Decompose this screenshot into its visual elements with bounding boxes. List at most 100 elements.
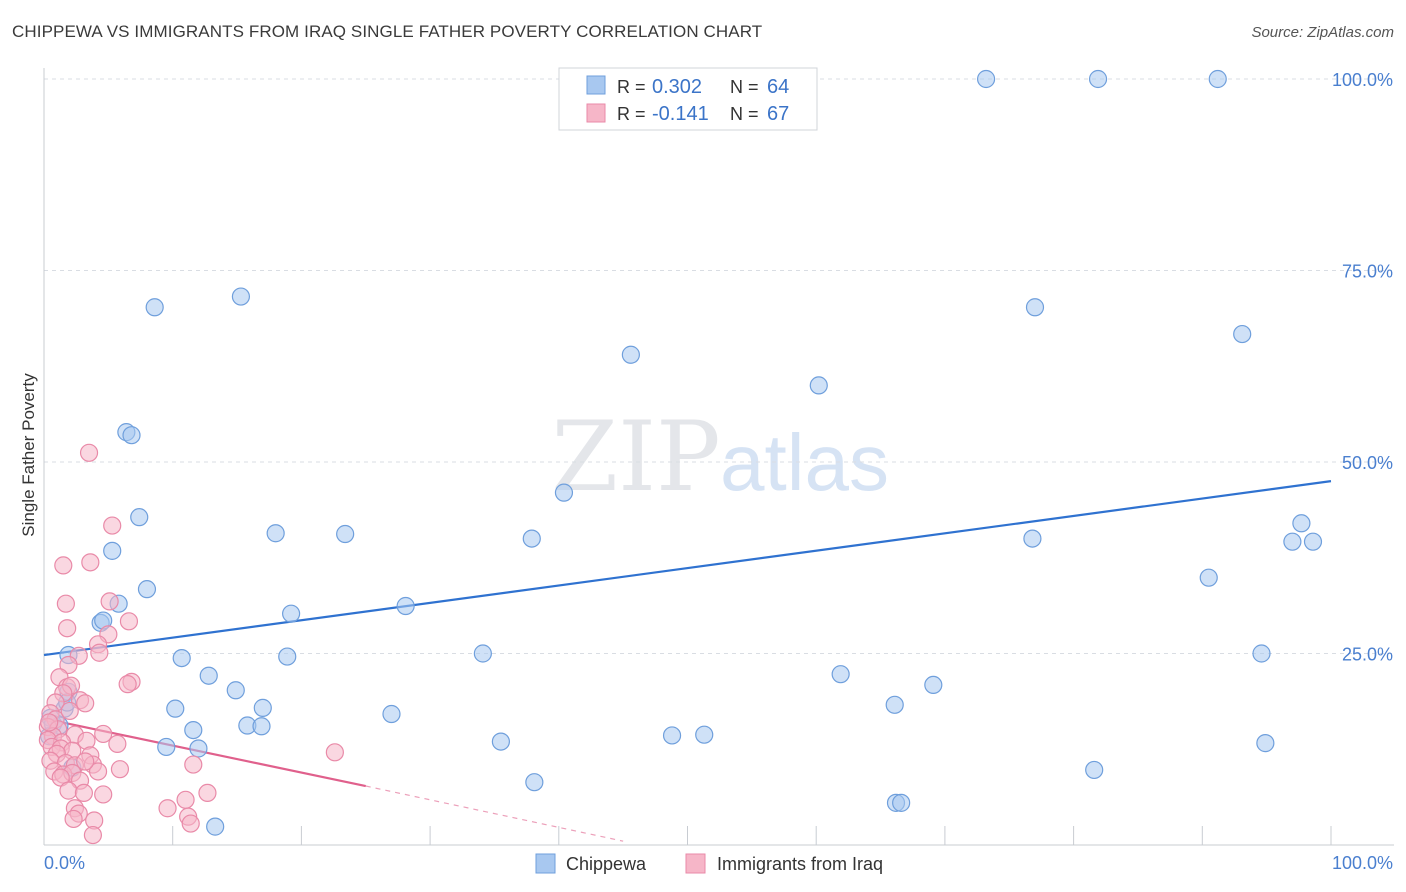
chippewa-point-57	[1088, 69, 1108, 89]
watermark-zip: ZIP	[551, 401, 720, 513]
iraq-point-53	[64, 809, 83, 829]
iraq-point-62	[325, 743, 344, 762]
iraq-point-0	[79, 443, 99, 462]
iraq-point-10	[90, 643, 109, 662]
chippewa-point-26	[184, 720, 203, 740]
iraq-point-44	[88, 762, 108, 781]
iraq-point-50	[94, 785, 113, 804]
iraq-point-65	[60, 701, 79, 721]
chippewa-point-51	[1085, 760, 1104, 780]
chippewa-point-31	[336, 524, 355, 544]
chippewa-point-22	[226, 681, 245, 700]
legend-r-label-1: R =	[617, 77, 646, 97]
y-tick-label-1: 50.0%	[1342, 453, 1393, 473]
chippewa-point-39	[621, 345, 640, 364]
iraq-point-31	[108, 734, 127, 753]
chippewa-trend-line	[43, 480, 1332, 657]
iraq-point-56	[184, 755, 203, 774]
legend-n-value-1: 64	[767, 76, 789, 98]
iraq-point-60	[181, 814, 200, 833]
legend-n-value-2: 67	[767, 103, 789, 125]
iraq-point-7	[119, 612, 139, 631]
bottom-swatch-chippewa	[535, 853, 556, 874]
chippewa-point-35	[382, 704, 401, 724]
chippewa-point-45	[831, 665, 850, 684]
chippewa-point-30	[266, 524, 285, 543]
iraq-point-66	[40, 713, 59, 732]
legend-swatch-chippewa	[586, 75, 606, 95]
chippewa-point-11	[172, 648, 191, 668]
chippewa-point-42	[662, 726, 682, 745]
chippewa-point-47	[924, 675, 943, 695]
x-tick-label-max: 100.0%	[1332, 853, 1393, 873]
legend-n-label-1: N =	[730, 77, 759, 97]
iraq-point-48	[59, 781, 78, 800]
chippewa-point-20	[166, 699, 185, 718]
y-tick-label-3: 100.0%	[1332, 70, 1393, 90]
iraq-point-57	[198, 783, 217, 803]
tick-labels: 25.0% 50.0% 75.0% 100.0% 0.0% 100.0%	[44, 70, 1393, 873]
chippewa-point-53	[1199, 568, 1218, 587]
chippewa-point-58	[1292, 514, 1311, 533]
bottom-legend-chippewa: Chippewa	[566, 854, 647, 874]
bottom-legend-iraq: Immigrants from Iraq	[717, 854, 883, 874]
legend-n-label-2: N =	[730, 104, 759, 124]
bottom-swatch-iraq	[685, 853, 706, 874]
chippewa-point-1	[231, 287, 251, 306]
iraq-point-2	[54, 556, 73, 575]
y-axis-label: Single Father Poverty	[19, 373, 38, 537]
chippewa-point-46	[885, 695, 904, 714]
chippewa-point-59	[1303, 532, 1323, 551]
chippewa-point-5	[103, 541, 122, 560]
chippewa-point-33	[278, 647, 297, 666]
x-tick-label-min: 0.0%	[44, 853, 85, 873]
chippewa-point-28	[189, 739, 208, 758]
chippewa-point-44	[809, 376, 828, 395]
chippewa-point-63	[892, 793, 911, 812]
series-legend: Chippewa Immigrants from Iraq	[535, 853, 883, 874]
chippewa-point-55	[1256, 734, 1275, 753]
iraq-point-1	[103, 516, 122, 535]
iraq-point-27	[94, 724, 113, 744]
legend-r-value-1: 0.302	[652, 76, 702, 98]
iraq-point-3	[81, 553, 100, 572]
chippewa-point-52	[1233, 324, 1252, 344]
chippewa-point-34	[396, 596, 415, 616]
chippewa-point-48	[976, 69, 996, 89]
chippewa-point-4	[130, 508, 149, 527]
chippewa-point-21	[199, 666, 218, 685]
legend-r-value-2: -0.141	[652, 103, 709, 125]
iraq-point-64	[76, 752, 95, 771]
chippewa-point-38	[491, 732, 510, 751]
stats-legend: R = 0.302 N = 64 R = -0.141 N = 67	[558, 67, 818, 131]
chippewa-point-32	[282, 604, 301, 623]
y-tick-label-0: 25.0%	[1342, 645, 1393, 665]
iraq-point-61	[158, 799, 177, 818]
chippewa-point-29	[206, 817, 225, 836]
chippewa-point-6	[137, 580, 157, 599]
chippewa-point-25	[252, 717, 271, 736]
chippewa-point-56	[1208, 69, 1227, 89]
iraq-point-6	[58, 619, 77, 638]
data-points	[38, 69, 1323, 845]
chippewa-point-23	[253, 698, 272, 717]
iraq-point-5	[100, 592, 119, 611]
iraq-point-55	[83, 825, 103, 845]
grid-lines	[44, 78, 1394, 654]
chart-title: CHIPPEWA VS IMMIGRANTS FROM IRAQ SINGLE …	[12, 22, 763, 41]
iraq-point-47	[110, 760, 130, 779]
chippewa-point-3	[122, 426, 141, 445]
chippewa-point-37	[473, 644, 492, 663]
chippewa-point-0	[145, 298, 164, 317]
iraq-point-63	[118, 675, 137, 694]
chippewa-point-49	[1025, 298, 1045, 317]
y-tick-label-2: 75.0%	[1342, 262, 1393, 282]
iraq-trend-extension	[365, 785, 624, 842]
iraq-point-49	[74, 783, 93, 803]
source-label: Source: ZipAtlas.com	[1251, 24, 1394, 41]
chippewa-point-36	[522, 529, 541, 548]
chippewa-point-50	[1023, 529, 1042, 548]
chippewa-point-54	[1252, 644, 1271, 663]
trend-lines	[43, 480, 1332, 842]
